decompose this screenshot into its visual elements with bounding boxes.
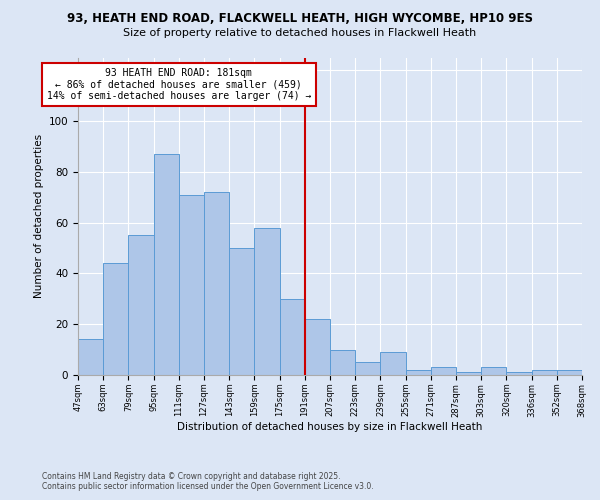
- Text: 93, HEATH END ROAD, FLACKWELL HEATH, HIGH WYCOMBE, HP10 9ES: 93, HEATH END ROAD, FLACKWELL HEATH, HIG…: [67, 12, 533, 24]
- Text: Size of property relative to detached houses in Flackwell Heath: Size of property relative to detached ho…: [124, 28, 476, 38]
- Bar: [506, 372, 532, 375]
- Text: Contains HM Land Registry data © Crown copyright and database right 2025.
Contai: Contains HM Land Registry data © Crown c…: [42, 472, 374, 491]
- Bar: [532, 370, 557, 375]
- Bar: [406, 370, 431, 375]
- Bar: [254, 228, 280, 375]
- Bar: [305, 319, 330, 375]
- Bar: [481, 368, 506, 375]
- Bar: [128, 236, 154, 375]
- Bar: [456, 372, 481, 375]
- Bar: [355, 362, 380, 375]
- Bar: [431, 368, 456, 375]
- Y-axis label: Number of detached properties: Number of detached properties: [34, 134, 44, 298]
- Bar: [204, 192, 229, 375]
- Bar: [330, 350, 355, 375]
- X-axis label: Distribution of detached houses by size in Flackwell Heath: Distribution of detached houses by size …: [178, 422, 482, 432]
- Bar: [103, 263, 128, 375]
- Bar: [179, 194, 204, 375]
- Bar: [154, 154, 179, 375]
- Bar: [229, 248, 254, 375]
- Text: 93 HEATH END ROAD: 181sqm
← 86% of detached houses are smaller (459)
14% of semi: 93 HEATH END ROAD: 181sqm ← 86% of detac…: [47, 68, 311, 101]
- Bar: [557, 370, 582, 375]
- Bar: [78, 340, 103, 375]
- Bar: [280, 299, 305, 375]
- Bar: [380, 352, 406, 375]
